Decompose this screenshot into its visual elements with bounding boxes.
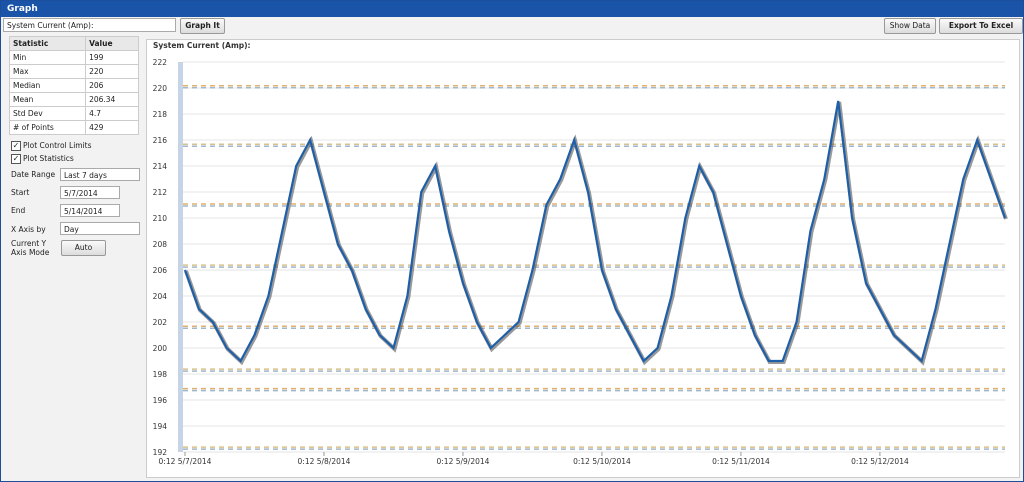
- x-tick-label: 0:12 5/12/2014: [851, 457, 909, 466]
- y-tick-label: 196: [153, 396, 168, 405]
- x-tick-label: 0:12 5/10/2014: [573, 457, 631, 466]
- checkbox[interactable]: ✓: [11, 141, 21, 151]
- auto-button[interactable]: Auto: [61, 240, 106, 256]
- y-tick-label: 194: [153, 422, 168, 431]
- y-tick-label: 200: [153, 344, 168, 353]
- x-axis-select[interactable]: Day: [60, 222, 140, 235]
- window-title: Graph: [1, 1, 1023, 17]
- y-tick-label: 208: [153, 240, 168, 249]
- label: End: [11, 206, 26, 215]
- date-range-select[interactable]: Last 7 days: [60, 168, 140, 181]
- stats-row: # of Points 429: [8, 120, 139, 135]
- x-tick-label: 0:12 5/11/2014: [712, 457, 770, 466]
- y-tick-label: 198: [153, 370, 168, 379]
- y-tick-label: 212: [153, 188, 168, 197]
- stats-row: Std Dev 4.7: [8, 106, 139, 121]
- y-tick-label: 216: [153, 136, 168, 145]
- label: Start: [11, 188, 30, 197]
- x-tick-label: 0:12 5/9/2014: [437, 457, 490, 466]
- y-tick-label: 218: [153, 110, 168, 119]
- label: Current Y Axis Mode: [11, 239, 50, 257]
- stats-cell: # of Points: [8, 120, 87, 135]
- axis-band: [178, 62, 183, 452]
- stats-row: Min 199: [8, 50, 139, 65]
- chart-panel: [146, 39, 1020, 478]
- x-tick-label: 0:12 5/7/2014: [159, 457, 212, 466]
- metric-dropdown[interactable]: System Current (Amp):: [3, 18, 176, 32]
- stats-table: Statistic Value Min 199 Max 220 Median 206 Mean…: [8, 36, 139, 135]
- y-tick-label: 210: [153, 214, 168, 223]
- series-line: [183, 100, 1007, 364]
- stats-row: Max 220: [8, 64, 139, 79]
- y-tick-label: 214: [153, 162, 168, 171]
- stats-cell: 206.34: [85, 92, 139, 107]
- chart-title: System Current (Amp):: [153, 41, 251, 50]
- y-tick-label: 220: [153, 84, 168, 93]
- show-data-button[interactable]: Show Data: [884, 18, 936, 34]
- checkbox-label: Plot Control Limits: [23, 141, 92, 150]
- export-button[interactable]: Export To Excel: [939, 18, 1023, 34]
- graph-button[interactable]: Graph It: [180, 18, 225, 34]
- end-input[interactable]: 5/14/2014: [60, 204, 120, 217]
- y-tick-label: 206: [153, 266, 168, 275]
- start-input[interactable]: 5/7/2014: [60, 186, 120, 199]
- stats-row: Mean 206.34: [8, 92, 139, 107]
- y-tick-label: 204: [153, 292, 168, 301]
- y-tick-label: 222: [153, 58, 168, 67]
- y-tick-label: 192: [153, 448, 168, 457]
- stats-cell: 429: [85, 120, 139, 135]
- label: X Axis by: [11, 225, 46, 234]
- checkbox[interactable]: ✓: [11, 154, 21, 164]
- label: Date Range: [11, 170, 56, 179]
- x-tick-label: 0:12 5/8/2014: [298, 457, 351, 466]
- y-tick-label: 202: [153, 318, 168, 327]
- checkbox-label: Plot Statistics: [23, 154, 74, 163]
